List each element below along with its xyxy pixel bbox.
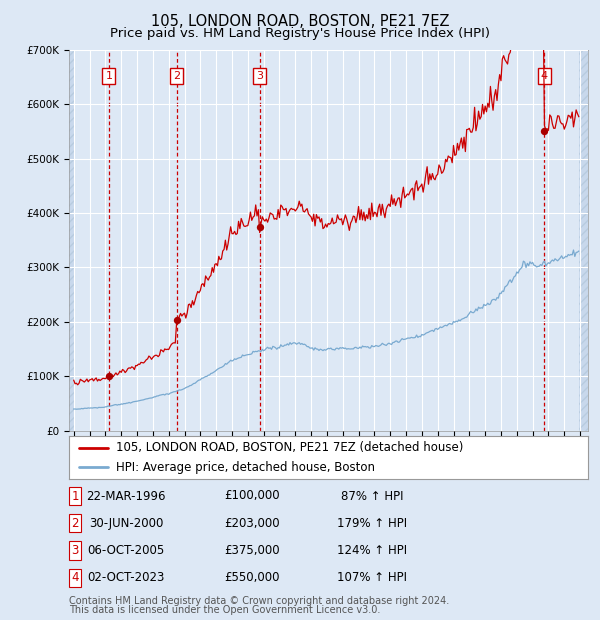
Text: 107% ↑ HPI: 107% ↑ HPI: [337, 572, 407, 584]
Text: 2: 2: [71, 517, 79, 529]
Text: 2: 2: [173, 71, 180, 81]
Text: 124% ↑ HPI: 124% ↑ HPI: [337, 544, 407, 557]
Text: 87% ↑ HPI: 87% ↑ HPI: [341, 490, 403, 502]
Text: 30-JUN-2000: 30-JUN-2000: [89, 517, 163, 529]
Text: HPI: Average price, detached house, Boston: HPI: Average price, detached house, Bost…: [116, 461, 375, 474]
Bar: [579, 50, 588, 431]
Text: 02-OCT-2023: 02-OCT-2023: [88, 572, 164, 584]
Text: £550,000: £550,000: [224, 572, 280, 584]
Text: 1: 1: [71, 490, 79, 502]
Point: [539, 126, 549, 136]
Point: [172, 316, 181, 326]
Text: 06-OCT-2005: 06-OCT-2005: [88, 544, 164, 557]
Point: [255, 222, 265, 232]
Text: 105, LONDON ROAD, BOSTON, PE21 7EZ: 105, LONDON ROAD, BOSTON, PE21 7EZ: [151, 14, 449, 29]
Text: 1: 1: [106, 71, 112, 81]
Text: This data is licensed under the Open Government Licence v3.0.: This data is licensed under the Open Gov…: [69, 605, 380, 615]
Text: £100,000: £100,000: [224, 490, 280, 502]
Text: 179% ↑ HPI: 179% ↑ HPI: [337, 517, 407, 529]
Text: Contains HM Land Registry data © Crown copyright and database right 2024.: Contains HM Land Registry data © Crown c…: [69, 596, 449, 606]
Bar: [69, 50, 74, 431]
Text: £203,000: £203,000: [224, 517, 280, 529]
Text: 3: 3: [71, 544, 79, 557]
Text: 4: 4: [71, 572, 79, 584]
Text: 4: 4: [541, 71, 548, 81]
Text: 22-MAR-1996: 22-MAR-1996: [86, 490, 166, 502]
Text: Price paid vs. HM Land Registry's House Price Index (HPI): Price paid vs. HM Land Registry's House …: [110, 27, 490, 40]
Point: [104, 371, 113, 381]
Text: 105, LONDON ROAD, BOSTON, PE21 7EZ (detached house): 105, LONDON ROAD, BOSTON, PE21 7EZ (deta…: [116, 441, 463, 454]
Text: £375,000: £375,000: [224, 544, 280, 557]
Text: 3: 3: [256, 71, 263, 81]
